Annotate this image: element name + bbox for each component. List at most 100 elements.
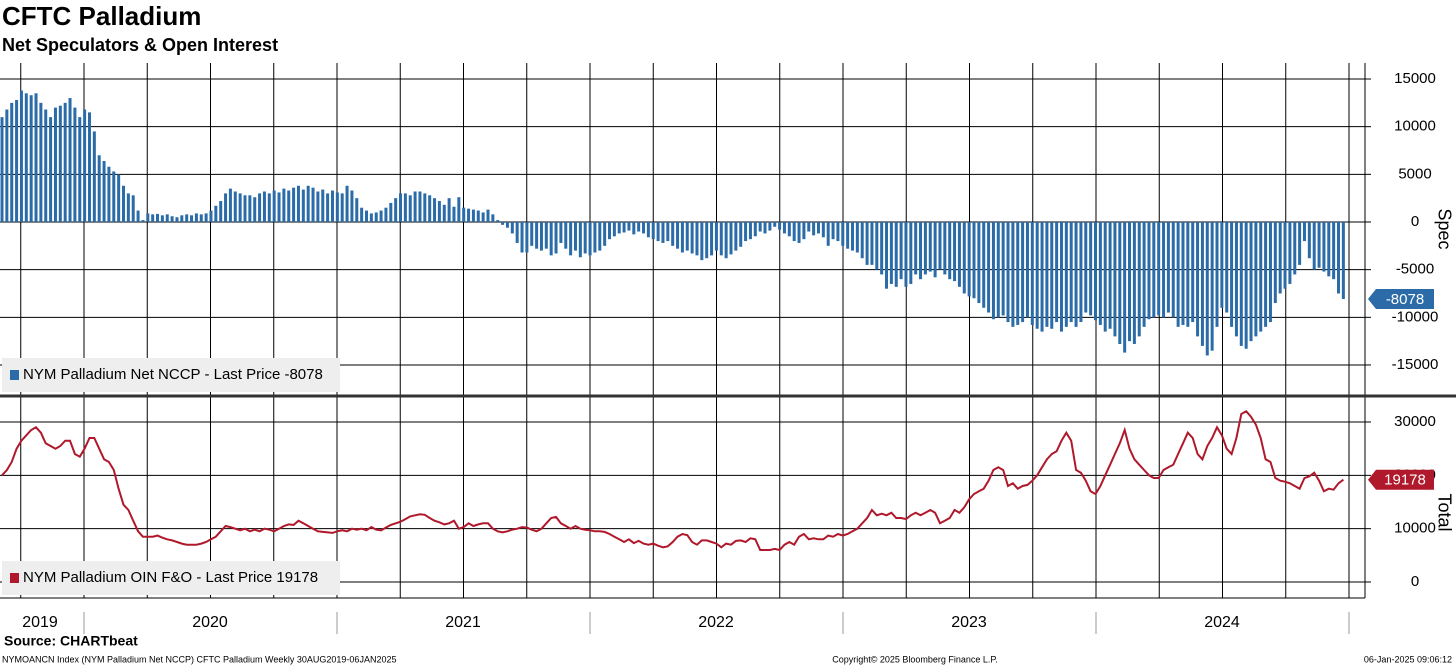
bar xyxy=(627,221,631,231)
bar xyxy=(617,221,621,234)
bar xyxy=(564,221,568,249)
bar xyxy=(83,109,87,222)
bar xyxy=(729,221,733,255)
bar xyxy=(880,221,884,275)
bar xyxy=(1230,221,1234,327)
bar xyxy=(78,117,82,222)
bar xyxy=(433,198,437,222)
x-tick-label: 2022 xyxy=(698,614,734,631)
bar xyxy=(102,160,106,222)
bar xyxy=(1341,221,1345,299)
bar xyxy=(209,210,213,222)
bar xyxy=(651,221,655,240)
bar xyxy=(1302,221,1306,242)
bar xyxy=(447,198,451,222)
legend-box xyxy=(2,561,340,595)
bar xyxy=(355,198,359,222)
bar xyxy=(136,210,140,222)
bar xyxy=(1011,221,1015,327)
bar xyxy=(175,217,179,222)
bar xyxy=(826,221,830,246)
bar xyxy=(549,221,553,256)
bar xyxy=(10,102,14,222)
bar xyxy=(778,221,782,230)
y-tick-label: -5000 xyxy=(1396,261,1434,278)
bar xyxy=(816,221,820,234)
bar xyxy=(1001,221,1005,316)
bar xyxy=(418,191,422,222)
bar xyxy=(345,185,349,222)
bar xyxy=(1123,221,1127,353)
bar xyxy=(573,221,577,251)
bar xyxy=(1142,221,1146,327)
bar xyxy=(165,214,169,222)
y-tick-label: 5000 xyxy=(1398,165,1431,182)
bar xyxy=(442,204,446,222)
bar xyxy=(967,221,971,297)
bar xyxy=(885,221,889,289)
bar xyxy=(909,221,913,284)
bar xyxy=(938,221,942,270)
bar xyxy=(1118,221,1122,345)
bar xyxy=(719,221,723,256)
bar xyxy=(471,209,475,222)
bar xyxy=(350,190,354,222)
bar xyxy=(802,221,806,240)
bar xyxy=(1147,221,1151,320)
legend-label: NYM Palladium OIN F&O - Last Price 19178 xyxy=(23,569,318,586)
bar xyxy=(394,198,398,222)
bar xyxy=(122,185,125,222)
bar xyxy=(413,191,417,222)
bar xyxy=(724,221,728,259)
bar xyxy=(219,201,223,222)
bar xyxy=(831,221,835,240)
bar xyxy=(569,221,573,256)
bar xyxy=(1307,221,1311,259)
y-tick-label: 15000 xyxy=(1394,70,1436,87)
bar xyxy=(34,93,38,222)
bar xyxy=(904,221,908,287)
bar xyxy=(612,221,616,237)
bar xyxy=(1196,221,1200,337)
bar xyxy=(1035,221,1039,329)
y-tick-label: 30000 xyxy=(1394,413,1436,430)
bar xyxy=(948,221,952,280)
bar xyxy=(957,221,961,287)
bar xyxy=(1191,221,1195,323)
bar xyxy=(39,102,43,222)
bar xyxy=(792,221,796,242)
bar xyxy=(1317,221,1321,268)
bar xyxy=(228,188,232,222)
bar xyxy=(462,207,466,222)
bar xyxy=(821,221,825,238)
bar xyxy=(321,189,325,222)
bar xyxy=(991,221,995,320)
bar xyxy=(146,213,150,222)
bar xyxy=(661,221,665,243)
bar xyxy=(768,221,772,231)
bar xyxy=(1186,221,1190,327)
bar xyxy=(671,221,675,246)
bar xyxy=(1273,221,1277,304)
bar xyxy=(1094,221,1097,321)
bar xyxy=(1225,221,1229,313)
bar xyxy=(977,221,981,304)
bar xyxy=(525,221,529,253)
bar xyxy=(107,166,111,222)
bar xyxy=(943,221,947,275)
bar xyxy=(156,213,160,222)
bar xyxy=(428,195,432,222)
bar xyxy=(753,221,757,237)
bar xyxy=(928,221,932,272)
y-tick-label: 10000 xyxy=(1394,118,1436,135)
bar xyxy=(452,206,456,222)
bar xyxy=(301,189,305,222)
bar xyxy=(1254,221,1258,337)
bar xyxy=(714,221,718,251)
y-tick-label: -10000 xyxy=(1392,308,1439,325)
footer-right: 06-Jan-2025 09:06:12 xyxy=(1364,654,1452,664)
bar xyxy=(812,221,816,236)
bar xyxy=(1030,221,1034,325)
x-tick-label: 2019 xyxy=(22,614,58,631)
bar xyxy=(1064,221,1068,327)
